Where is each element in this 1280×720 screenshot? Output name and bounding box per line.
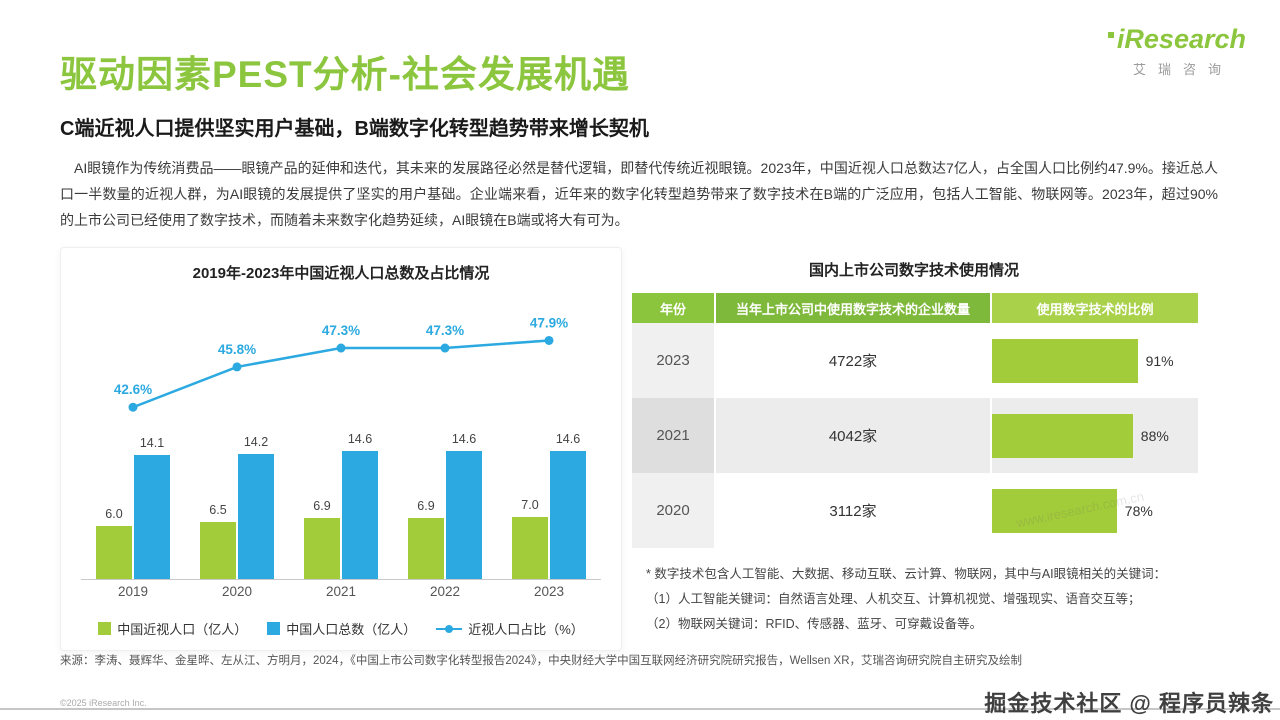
community-watermark: 掘金技术社区 @ 程序员辣条: [984, 691, 1274, 716]
percent-cell: 78%: [992, 473, 1198, 548]
bar-value-label: 6.9: [313, 499, 331, 514]
blue-swatch-icon: [267, 622, 281, 635]
bar-value-label: 6.5: [209, 502, 227, 517]
x-axis-labels: 2019 2020 2021 2022 2023: [81, 584, 601, 599]
year-cell: 2021: [632, 398, 716, 473]
body-paragraph: AI眼镜作为传统消费品——眼镜产品的延伸和迭代，其未来的发展路径必然是替代逻辑，…: [60, 160, 1218, 228]
source-line: 来源：李涛、聂辉华、金星晔、左从江、方明月，2024，《中国上市公司数字化转型报…: [60, 655, 1023, 667]
footnote-line: * 数字技术包含人工智能、大数据、移动互联、云计算、物联网，其中与AI眼镜相关的…: [646, 567, 1167, 581]
logo-pixel-icon: [1107, 32, 1114, 38]
count-cell: 3112家: [716, 473, 992, 548]
svg-text:47.3%: 47.3%: [322, 323, 360, 338]
bar-value-label: 6.9: [417, 499, 435, 514]
percent-cell: 88%: [992, 398, 1198, 473]
table-header-year: 年份: [632, 293, 716, 323]
table-row: 2023 4722家 91%: [632, 323, 1198, 398]
footnote-line: （1）人工智能关键词：自然语言处理、人机交互、计算机视觉、增强现实、语音交互等；: [646, 592, 1141, 606]
x-axis-label: 2022: [429, 584, 461, 599]
bar-value-label: 14.6: [451, 431, 477, 446]
percent-bar: [992, 488, 1117, 533]
svg-text:47.3%: 47.3%: [426, 323, 464, 338]
legend-item-population: 中国人口总数（亿人）: [267, 619, 416, 638]
chart-plot-area: 6.0 14.1 6.5 14.2 6.9 14.6 6.9 14.6 7.0 14.6 42.6%…: [81, 286, 601, 580]
iresearch-logo: iResearch 艾瑞咨询: [1107, 24, 1246, 78]
bar-value-label: 7.0: [521, 498, 539, 513]
x-axis-label: 2021: [325, 584, 357, 599]
line-marker-icon: [436, 624, 463, 633]
percent-label: 78%: [1124, 502, 1153, 519]
chart-title: 2019年-2023年中国近视人口总数及占比情况: [192, 265, 490, 282]
table-row: 2020 3112家 78%: [632, 473, 1198, 548]
svg-text:45.8%: 45.8%: [218, 342, 256, 357]
year-cell: 2020: [632, 473, 716, 548]
count-cell: 4042家: [716, 398, 992, 473]
percent-bar: [992, 413, 1133, 458]
x-axis-label: 2023: [533, 584, 565, 599]
bar-value-label: 14.1: [139, 435, 165, 450]
legend-item-myopia: 中国近视人口（亿人）: [98, 619, 247, 638]
bar-value-label: 14.2: [243, 435, 269, 450]
chart-bar: [96, 526, 132, 579]
chart-bar: [512, 517, 548, 579]
legend-label: 近视人口占比（%）: [468, 622, 584, 637]
page-subtitle: C端近视人口提供坚实用户基础，B端数字化转型趋势带来增长契机: [60, 118, 649, 140]
count-cell: 4722家: [716, 323, 992, 398]
percent-cell: 91%: [992, 323, 1198, 398]
chart-legend: 中国近视人口（亿人） 中国人口总数（亿人） 近视人口占比（%）: [61, 619, 621, 638]
table-header-row: 年份 当年上市公司中使用数字技术的企业数量 使用数字技术的比例: [632, 293, 1198, 323]
page-title: 驱动因素PEST分析-社会发展机遇: [60, 54, 630, 95]
chart-bar: [446, 450, 482, 579]
chart-bar: [342, 450, 378, 579]
table-body: 2023 4722家 91% 2021 4042家 88% 2020 3112家 78%: [632, 323, 1198, 548]
table-title: 国内上市公司数字技术使用情况: [808, 262, 1019, 279]
legend-label: 中国人口总数（亿人）: [286, 622, 417, 637]
svg-text:42.6%: 42.6%: [114, 382, 152, 397]
chart-bar: [408, 518, 444, 579]
chart-bar: [304, 518, 340, 579]
footer-divider: [0, 708, 1280, 710]
chart-bar: [134, 454, 170, 579]
copyright: ©2025 iResearch Inc.: [60, 698, 147, 708]
bar-value-label: 14.6: [555, 431, 581, 446]
x-axis-label: 2019: [117, 584, 149, 599]
svg-text:47.9%: 47.9%: [530, 315, 568, 330]
iresearch-logo-cn: 艾瑞咨询: [1132, 62, 1233, 77]
table-header-count: 当年上市公司中使用数字技术的企业数量: [716, 293, 992, 323]
chart-bar: [238, 454, 274, 579]
percent-label: 88%: [1140, 427, 1169, 444]
iresearch-logo-wordmark: iResearch: [1107, 24, 1246, 54]
percent-bar: [992, 338, 1138, 383]
legend-item-ratio: 近视人口占比（%）: [436, 619, 584, 638]
x-axis-label: 2020: [221, 584, 253, 599]
chart-bar: [550, 450, 586, 579]
year-cell: 2023: [632, 323, 716, 398]
chart-bar: [200, 521, 236, 579]
footnote-line: （2）物联网关键词：RFID、传感器、蓝牙、可穿戴设备等。: [646, 617, 983, 631]
legend-label: 中国近视人口（亿人）: [117, 622, 248, 637]
table-row: 2021 4042家 88%: [632, 398, 1198, 473]
logo-en-text: iResearch: [1116, 24, 1246, 54]
bar-value-label: 6.0: [105, 507, 123, 522]
table-header-percent: 使用数字技术的比例: [992, 293, 1198, 323]
bar-value-label: 14.6: [347, 431, 373, 446]
green-swatch-icon: [98, 622, 112, 635]
myopia-chart-card: 2019年-2023年中国近视人口总数及占比情况 6.0 14.1 6.5 14.2 6…: [60, 247, 622, 651]
percent-label: 91%: [1145, 352, 1174, 369]
digital-tech-table: 年份 当年上市公司中使用数字技术的企业数量 使用数字技术的比例 2023 4722…: [632, 293, 1198, 548]
footnotes: * 数字技术包含人工智能、大数据、移动互联、云计算、物联网，其中与AI眼镜相关的…: [646, 562, 1198, 637]
